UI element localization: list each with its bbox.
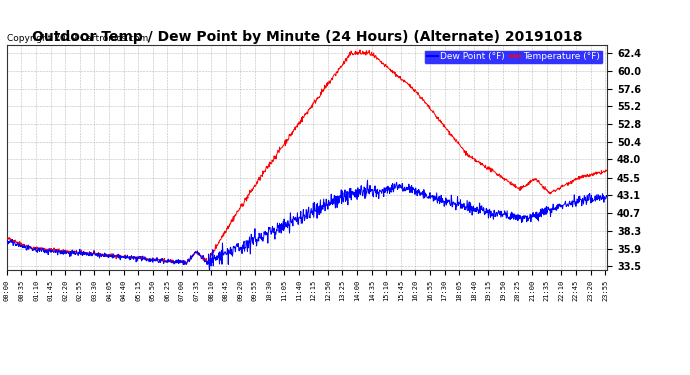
Text: Copyright 2019 Cartronics.com: Copyright 2019 Cartronics.com xyxy=(7,34,148,43)
Title: Outdoor Temp / Dew Point by Minute (24 Hours) (Alternate) 20191018: Outdoor Temp / Dew Point by Minute (24 H… xyxy=(32,30,582,44)
Legend: Dew Point (°F), Temperature (°F): Dew Point (°F), Temperature (°F) xyxy=(424,50,602,64)
